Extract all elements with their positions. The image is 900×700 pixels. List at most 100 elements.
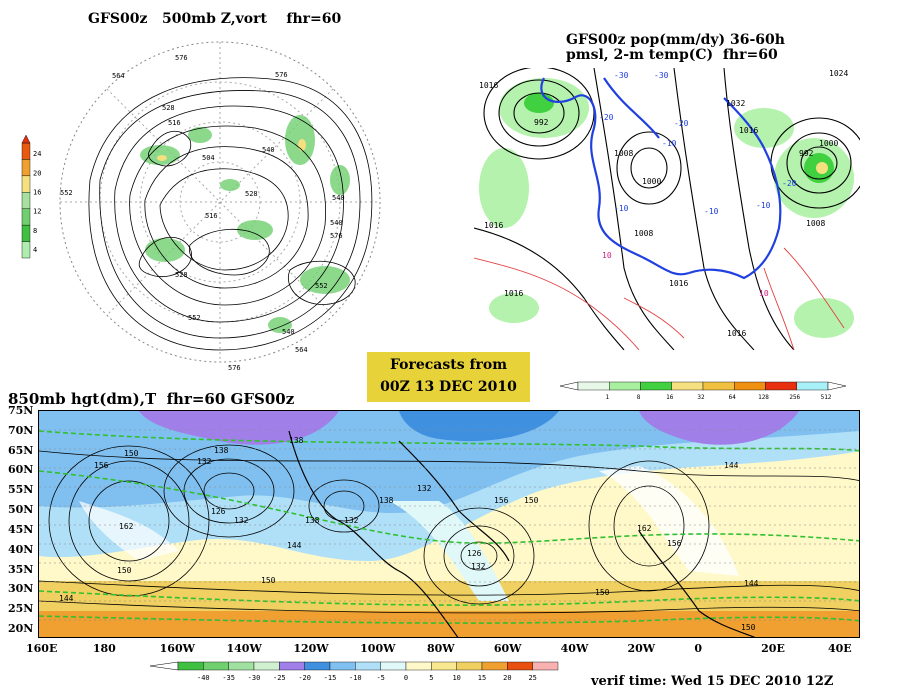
temp-label: -10 [756, 201, 771, 210]
temp-colorbar-swatch [380, 661, 407, 671]
precip-colorbar-swatch [734, 381, 766, 391]
contour-label: 126 [211, 507, 226, 516]
temp-colorbar-label: -10 [349, 674, 362, 682]
longitude-label: 140W [226, 642, 262, 655]
contour-label: 132 [344, 516, 359, 525]
precip-colorbar-label: 64 [729, 394, 737, 401]
contour-label: 540 [330, 219, 343, 227]
contour-label: 132 [471, 562, 486, 571]
vort-colorbar: 24 20 16 12 8 4 [14, 133, 54, 268]
temp-colorbar-swatch [228, 661, 255, 671]
precip-colorbar-swatch [702, 381, 735, 391]
polar-500mb-map: 576 576 564 528 516 504 540 552 540 516 … [50, 30, 390, 375]
longitude-label: 60W [493, 642, 522, 655]
contour-label: 162 [637, 524, 652, 533]
temp-colorbar-swatch [177, 661, 204, 671]
latitude-label: 45N [8, 522, 34, 536]
pressure-label: 1016 [479, 81, 498, 90]
temp-colorbar-label: 5 [429, 674, 433, 682]
contour-label: 132 [234, 516, 249, 525]
temp-colorbar-label: -20 [298, 674, 311, 682]
contour-label: 516 [168, 119, 181, 127]
contour-label: 138 [305, 516, 320, 525]
precip-colorbar-label: 16 [666, 394, 674, 401]
longitude-label: 20E [761, 642, 785, 655]
precip-colorbar-label: 32 [697, 394, 705, 401]
contour-label: 516 [205, 212, 218, 220]
longitude-label: 120W [293, 642, 329, 655]
temp-label: 10 [602, 251, 612, 260]
vort-colorbar-label: 12 [33, 208, 41, 216]
temp-colorbar-label: 20 [503, 674, 511, 682]
pressure-label: 1008 [614, 149, 633, 158]
latitude-label: 25N [8, 602, 34, 616]
temp-label: -30 [614, 71, 629, 80]
temp-label: -20 [674, 119, 689, 128]
contour-label: 150 [261, 576, 276, 585]
latitude-label: 20N [8, 622, 34, 635]
temp-colorbar-label: 25 [528, 674, 536, 682]
pressure-label: 1016 [669, 279, 688, 288]
temp-colorbar-swatch [532, 661, 559, 671]
pressure-label: 1016 [739, 126, 758, 135]
vort-colorbar-swatch [21, 224, 31, 242]
contour-label: 540 [262, 146, 275, 154]
contour-label: 504 [202, 154, 215, 162]
contour-label: 144 [287, 541, 302, 550]
precip-colorbar-swatch [671, 381, 704, 391]
panel-title-500mb: GFS00z 500mb Z,vort fhr=60 [88, 11, 342, 27]
contour-label: 144 [724, 461, 739, 470]
pmsl-precip-map: 1016 992 1008 1000 1016 1032 1016 1000 9… [474, 68, 860, 350]
contour-label: 552 [315, 282, 328, 290]
contour-label: 150 [595, 588, 610, 597]
contour-label: 528 [162, 104, 175, 112]
contour-label: 162 [119, 522, 134, 531]
vort-colorbar-swatch [21, 142, 31, 160]
contour-label: 150 [524, 496, 539, 505]
temp-colorbar-label: -5 [376, 674, 384, 682]
latitude-label: 55N [8, 483, 34, 497]
contour-label: 150 [117, 566, 132, 575]
contour-label: 540 [282, 328, 295, 336]
precip-colorbar-label: 8 [637, 394, 641, 401]
precip-colorbar-swatch [609, 381, 641, 391]
forecast-line-2: 00Z 13 DEC 2010 [380, 379, 517, 395]
contour-label: 576 [228, 364, 241, 372]
latitude-label: 70N [8, 423, 34, 437]
verif-time: verif time: Wed 15 DEC 2010 12Z [591, 674, 834, 689]
precip-colorbar-label: 1 [605, 394, 609, 401]
temp-colorbar-label: 15 [478, 674, 486, 682]
contour-label: 528 [245, 190, 258, 198]
temp-label: -10 [614, 204, 629, 213]
pressure-label: 992 [799, 149, 814, 158]
contour-label: 132 [417, 484, 432, 493]
longitude-label: 160W [159, 642, 195, 655]
vort-colorbar-swatch [21, 241, 31, 259]
temp-label: 10 [759, 289, 769, 298]
contour-label: 156 [494, 496, 509, 505]
forecast-init-box: Forecasts from 00Z 13 DEC 2010 [367, 352, 530, 402]
precip-colorbar-label: 256 [789, 394, 800, 401]
temp-label: -20 [599, 113, 614, 122]
temp-colorbar-label: -35 [222, 674, 235, 682]
precip-colorbar: 1 8 16 32 64 128 256 512 [559, 378, 850, 402]
precip-colorbar-label: 512 [821, 394, 832, 401]
temp-colorbar-swatch [507, 661, 533, 671]
latitude-label: 65N [8, 443, 34, 457]
contour-label: 540 [332, 194, 345, 202]
temp-colorbar-swatch [253, 661, 280, 671]
temp-label: -10 [704, 207, 719, 216]
temp-colorbar-swatch [481, 661, 508, 671]
contour-label: 150 [741, 623, 756, 632]
panel-title-pop: GFS00z pop(mm/dy) 36-60h [566, 32, 785, 48]
vort-colorbar-label: 8 [33, 227, 37, 235]
contour-label: 156 [667, 539, 682, 548]
contour-label: 576 [175, 54, 188, 62]
temp-colorbar-swatch [355, 661, 381, 671]
temp-label: -20 [782, 179, 797, 188]
contour-label: 552 [60, 189, 73, 197]
temp-colorbar-swatch [329, 661, 356, 671]
vort-colorbar-label: 24 [33, 150, 41, 158]
contour-label: 144 [744, 579, 759, 588]
temp-colorbar-swatch [405, 661, 432, 671]
